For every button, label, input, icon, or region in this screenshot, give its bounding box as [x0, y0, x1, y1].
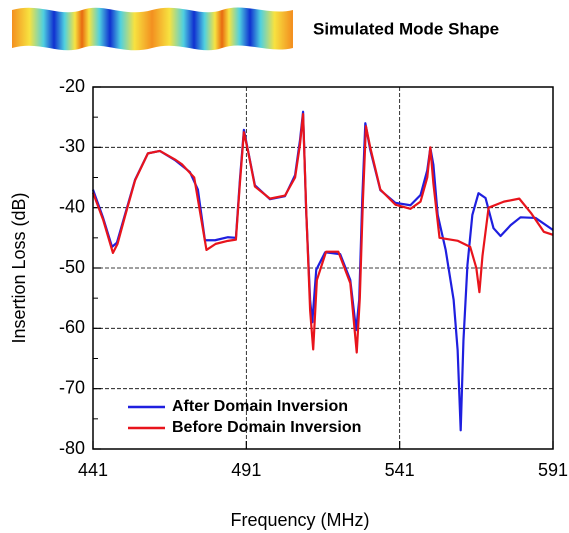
- line-series: [91, 110, 554, 432]
- y-tick-label: -20: [59, 76, 85, 96]
- y-tick-label: -50: [59, 257, 85, 277]
- mode-shape: [12, 7, 293, 51]
- y-axis-title: Insertion Loss (dB): [9, 192, 29, 343]
- x-tick-label: 591: [538, 460, 568, 480]
- x-tick-label: 541: [385, 460, 415, 480]
- y-tick-label: -60: [59, 317, 85, 337]
- legend-label: After Domain Inversion: [172, 398, 348, 415]
- y-tick-label: -80: [59, 438, 85, 458]
- y-tick-label: -70: [59, 377, 85, 397]
- legend-label: Before Domain Inversion: [172, 419, 361, 436]
- x-tick-label: 491: [231, 460, 261, 480]
- x-tick-label: 441: [78, 460, 108, 480]
- y-tick-label: -40: [59, 196, 85, 216]
- y-tick-label: -30: [59, 136, 85, 156]
- x-axis-title: Frequency (MHz): [230, 510, 369, 530]
- plot-frame: [92, 86, 554, 450]
- annotation: Simulated Mode Shape: [313, 19, 499, 38]
- line-series: [91, 113, 554, 354]
